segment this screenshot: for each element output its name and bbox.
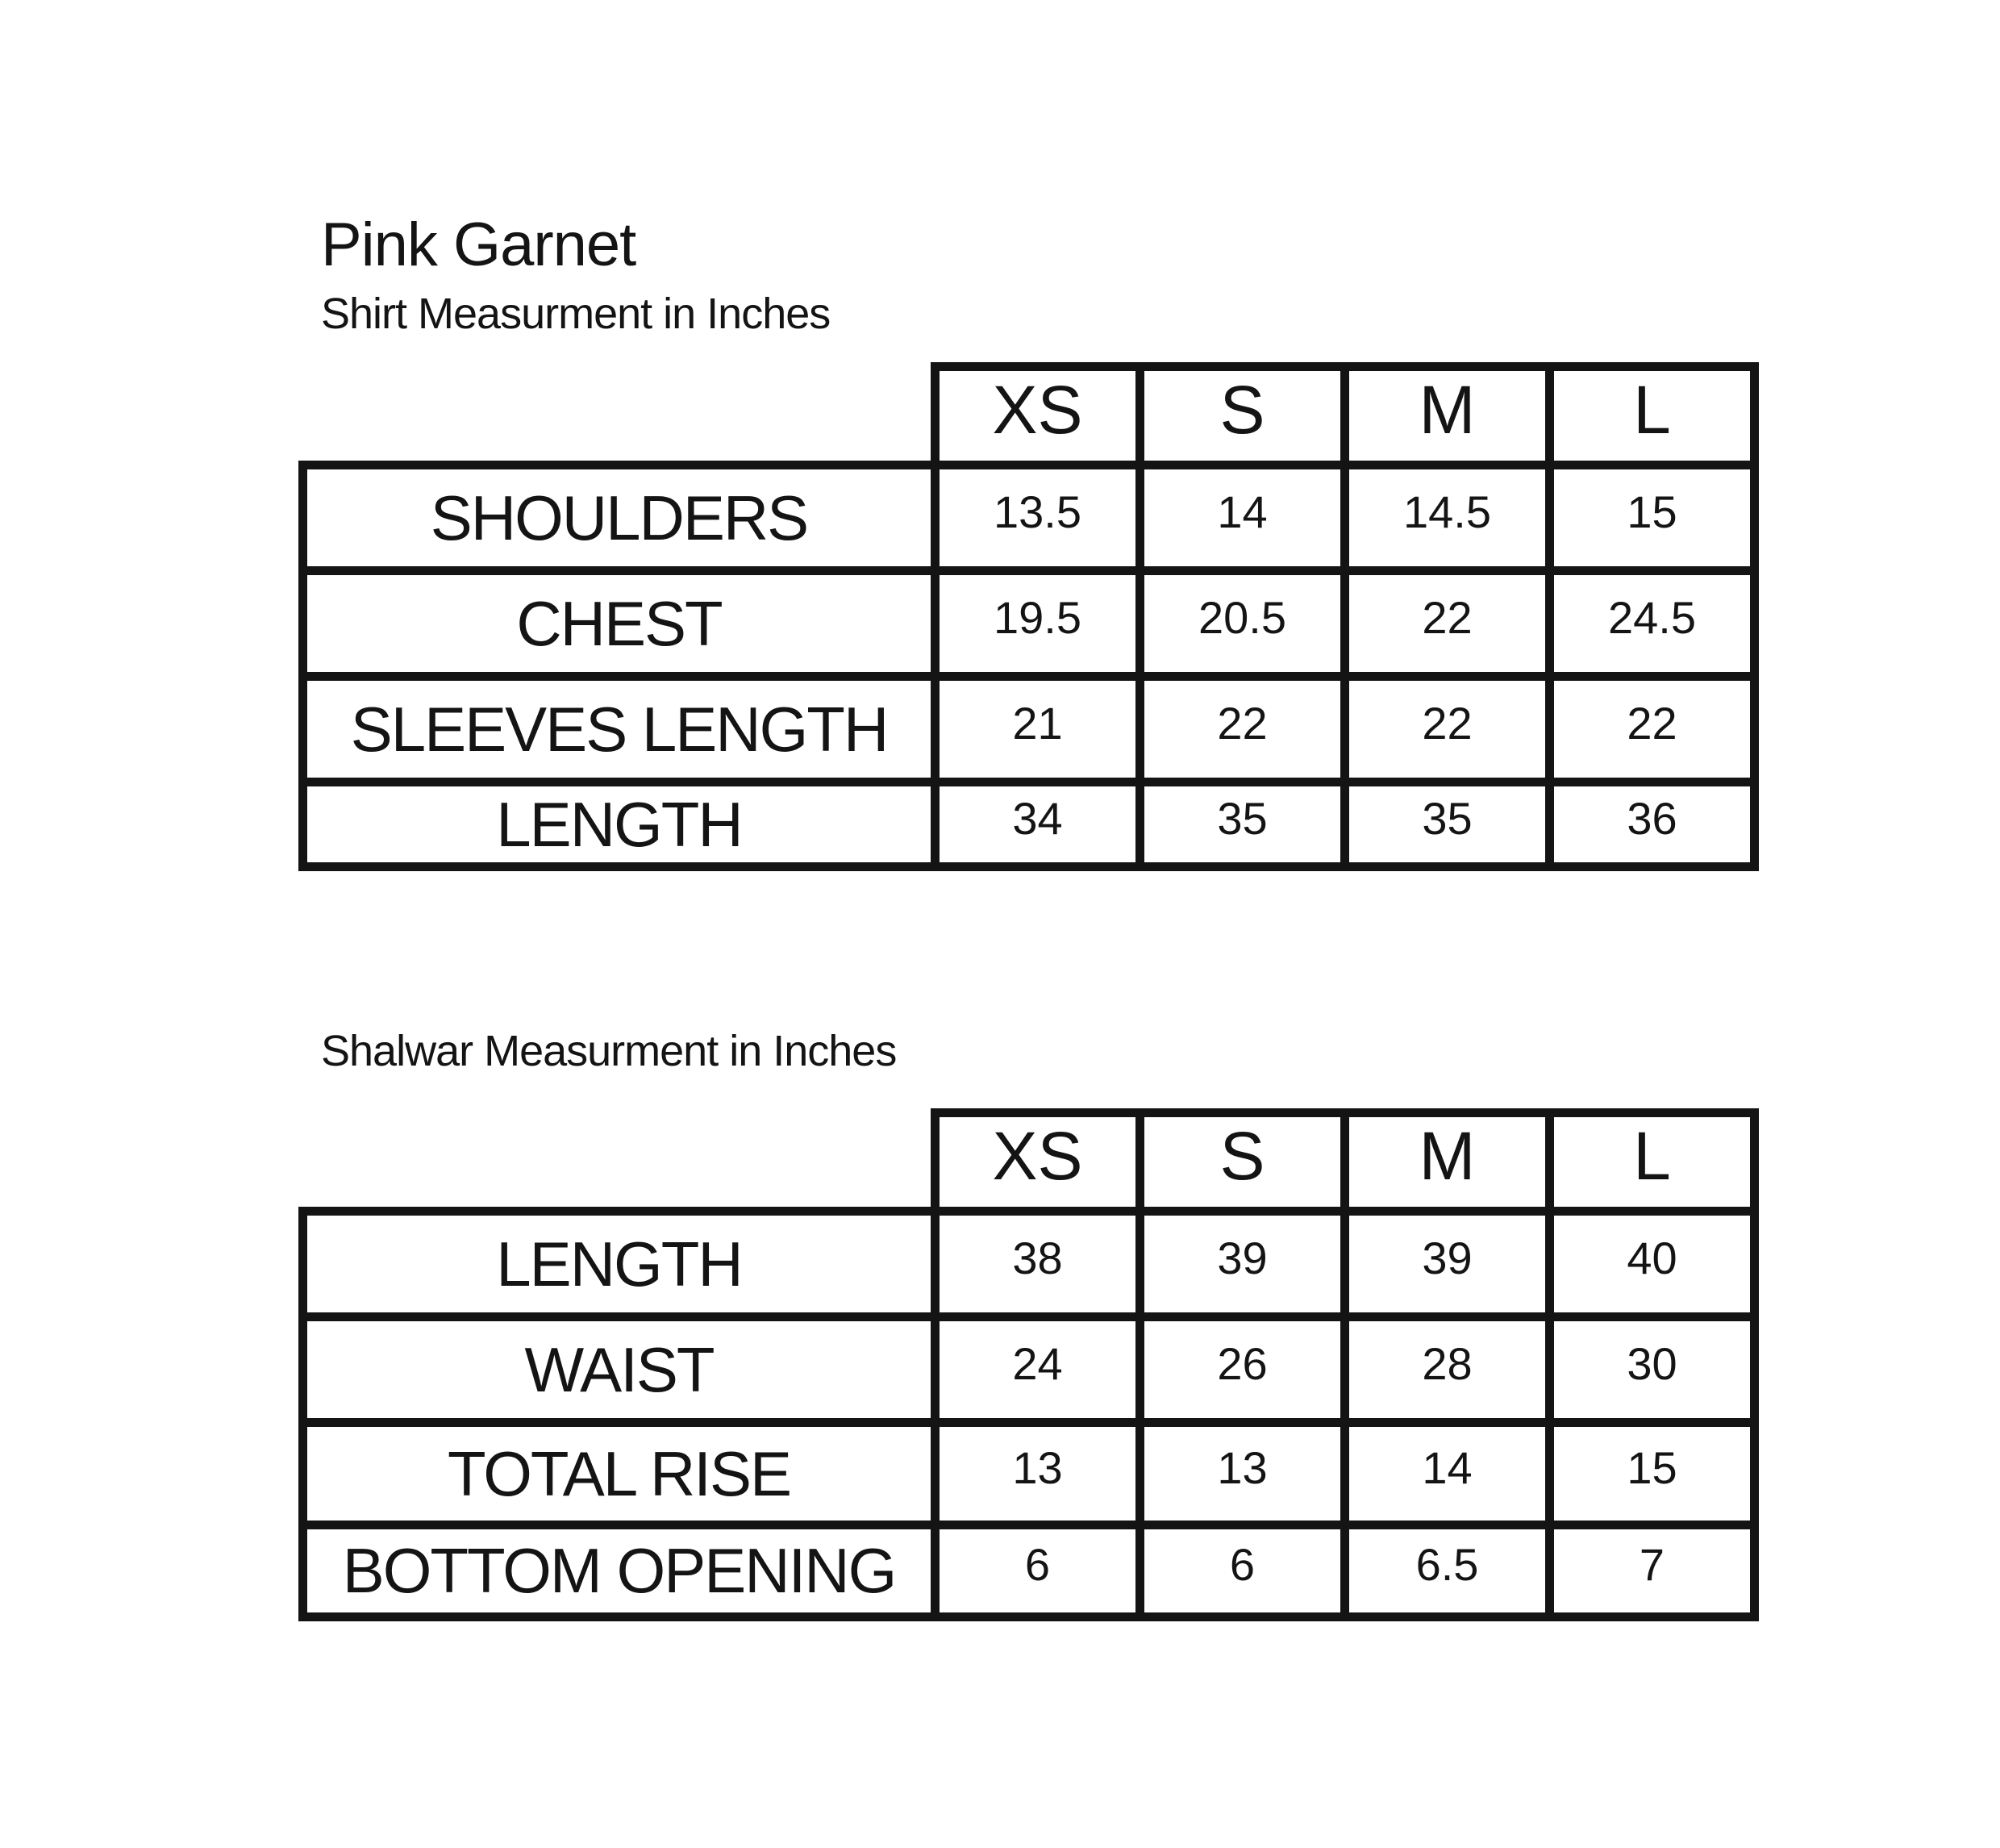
cell-value: 39	[1340, 1207, 1554, 1321]
table-row: SHOULDERS 13.5 14 14.5 15	[298, 461, 1759, 575]
cell-value: 22	[1545, 672, 1759, 786]
row-label-waist: WAIST	[298, 1312, 940, 1427]
table-row: LENGTH 34 35 35 36	[298, 778, 1759, 871]
cell-value: 20.5	[1135, 566, 1349, 681]
row-label-length: LENGTH	[298, 1207, 940, 1321]
column-header-l: L	[1545, 362, 1759, 469]
shalwar-measurement-table: XS S M L LENGTH 38 39 39 40 WAIST 24 26 …	[298, 1108, 1759, 1621]
cell-value: 6	[931, 1521, 1144, 1621]
cell-value: 13	[931, 1418, 1144, 1529]
shalwar-table-caption: Shalwar Measurment in Inches	[321, 1027, 897, 1075]
row-label-total-rise: TOTAL RISE	[298, 1418, 940, 1529]
cell-value: 35	[1135, 778, 1349, 871]
shirt-measurement-table: XS S M L SHOULDERS 13.5 14 14.5 15 CHEST…	[298, 362, 1759, 871]
table-row: SLEEVES LENGTH 21 22 22 22	[298, 672, 1759, 786]
table-row: WAIST 24 26 28 30	[298, 1312, 1759, 1427]
table-row: BOTTOM OPENING 6 6 6.5 7	[298, 1521, 1759, 1621]
row-label-chest: CHEST	[298, 566, 940, 681]
cell-value: 24	[931, 1312, 1144, 1427]
shirt-table-caption: Shirt Measurment in Inches	[321, 289, 831, 338]
cell-value: 21	[931, 672, 1144, 786]
cell-value: 39	[1135, 1207, 1349, 1321]
cell-value: 40	[1545, 1207, 1759, 1321]
column-header-m: M	[1340, 362, 1554, 469]
cell-value: 35	[1340, 778, 1554, 871]
column-header-xs: XS	[931, 1108, 1144, 1216]
cell-value: 36	[1545, 778, 1759, 871]
cell-value: 22	[1340, 566, 1554, 681]
row-label-bottom-opening: BOTTOM OPENING	[298, 1521, 940, 1621]
table-row: CHEST 19.5 20.5 22 24.5	[298, 566, 1759, 681]
cell-value: 26	[1135, 1312, 1349, 1427]
column-header-l: L	[1545, 1108, 1759, 1216]
cell-value: 13	[1135, 1418, 1349, 1529]
cell-value: 15	[1545, 461, 1759, 575]
cell-value: 28	[1340, 1312, 1554, 1427]
cell-value: 24.5	[1545, 566, 1759, 681]
cell-value: 19.5	[931, 566, 1144, 681]
page-title: Pink Garnet	[321, 211, 636, 279]
cell-value: 6	[1135, 1521, 1349, 1621]
cell-value: 14	[1340, 1418, 1554, 1529]
table-header-row: XS S M L	[302, 362, 1759, 469]
column-header-xs: XS	[931, 362, 1144, 469]
cell-value: 14.5	[1340, 461, 1554, 575]
cell-value: 38	[931, 1207, 1144, 1321]
header-spacer	[302, 366, 935, 465]
cell-value: 22	[1135, 672, 1349, 786]
row-label-shoulders: SHOULDERS	[298, 461, 940, 575]
row-label-sleeves-length: SLEEVES LENGTH	[298, 672, 940, 786]
cell-value: 14	[1135, 461, 1349, 575]
document-header: Pink Garnet Shirt Measurment in Inches	[321, 211, 831, 338]
header-spacer	[302, 1112, 935, 1212]
cell-value: 15	[1545, 1418, 1759, 1529]
column-header-s: S	[1135, 362, 1349, 469]
cell-value: 7	[1545, 1521, 1759, 1621]
column-header-s: S	[1135, 1108, 1349, 1216]
row-label-length: LENGTH	[298, 778, 940, 871]
cell-value: 34	[931, 778, 1144, 871]
cell-value: 13.5	[931, 461, 1144, 575]
table-row: LENGTH 38 39 39 40	[298, 1207, 1759, 1321]
column-header-m: M	[1340, 1108, 1554, 1216]
cell-value: 6.5	[1340, 1521, 1554, 1621]
table-header-row: XS S M L	[302, 1108, 1759, 1216]
cell-value: 22	[1340, 672, 1554, 786]
cell-value: 30	[1545, 1312, 1759, 1427]
table-row: TOTAL RISE 13 13 14 15	[298, 1418, 1759, 1529]
